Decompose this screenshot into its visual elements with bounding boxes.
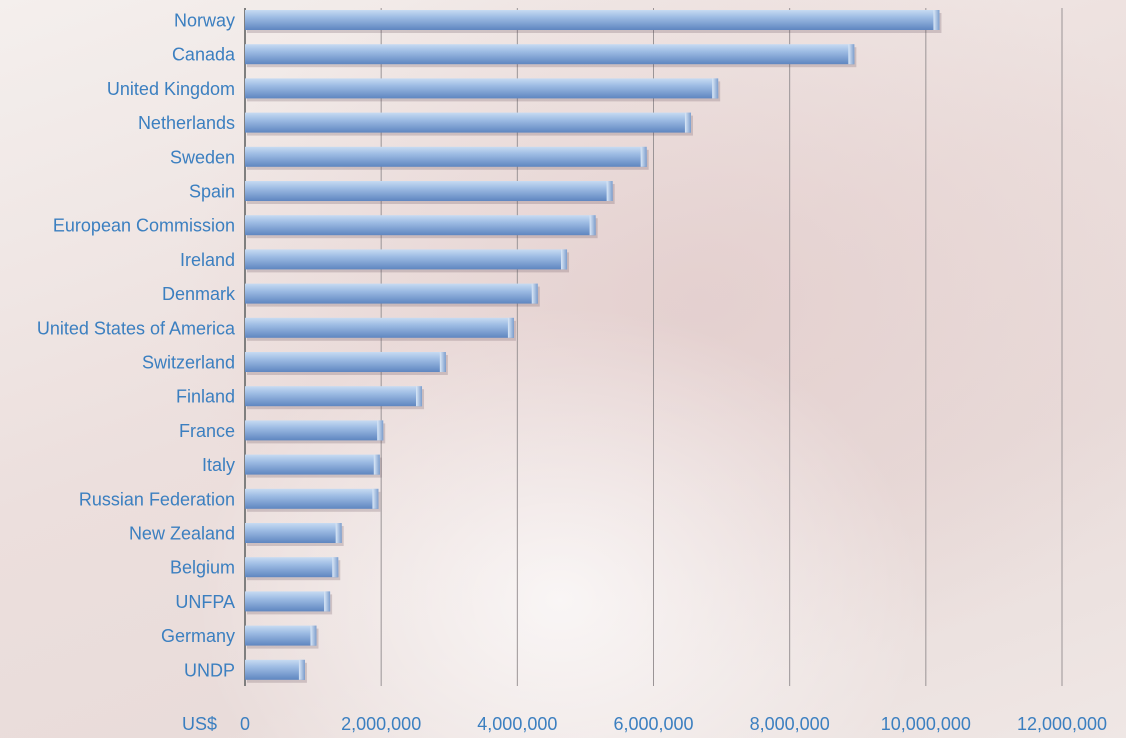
- bar-rect: [245, 112, 691, 133]
- bar-rect: [245, 181, 613, 201]
- bar-rect: [245, 215, 596, 236]
- bar-rect: [245, 420, 384, 441]
- category-label: Russian Federation: [79, 489, 235, 509]
- bars: [245, 10, 942, 683]
- category-label: Canada: [172, 45, 236, 65]
- x-tick-label: 8,000,000: [750, 714, 830, 734]
- bar-end-cap: [332, 557, 339, 578]
- bar-sweden: [245, 146, 649, 170]
- category-label: United Kingdom: [107, 79, 235, 99]
- category-label: European Commission: [53, 216, 235, 236]
- category-label: Germany: [161, 626, 235, 646]
- bar-end-cap: [310, 625, 317, 646]
- category-label: Netherlands: [138, 113, 235, 133]
- bar-russian-federation: [245, 488, 381, 512]
- bar-rect: [245, 317, 514, 338]
- bar-rect: [245, 523, 342, 543]
- x-tick-label: 12,000,000: [1017, 714, 1107, 734]
- bar-switzerland: [245, 352, 448, 375]
- category-label: Ireland: [180, 250, 235, 270]
- bar-rect: [245, 386, 423, 407]
- x-tick-label: 6,000,000: [613, 714, 693, 734]
- category-label: France: [179, 421, 235, 441]
- bar-netherlands: [245, 112, 693, 136]
- x-tick-label: 4,000,000: [477, 714, 557, 734]
- bar-italy: [245, 454, 382, 478]
- bar-rect: [245, 78, 719, 99]
- bar-norway: [245, 10, 942, 33]
- bar-rect: [245, 625, 317, 646]
- category-label: UNDP: [184, 660, 235, 680]
- bar-end-cap: [531, 283, 538, 304]
- bar-end-cap: [324, 591, 331, 612]
- category-label: Sweden: [170, 147, 235, 167]
- bar-canada: [245, 44, 857, 68]
- bar-rect: [245, 659, 305, 680]
- bar-france: [245, 420, 386, 444]
- bar-end-cap: [640, 146, 647, 167]
- bar-new-zealand: [245, 523, 344, 546]
- bar-end-cap: [712, 78, 719, 99]
- bar-end-cap: [372, 488, 379, 509]
- bar-ireland: [245, 249, 570, 273]
- bar-end-cap: [439, 352, 446, 372]
- category-label: UNFPA: [175, 592, 235, 612]
- bar-united-kingdom: [245, 78, 721, 102]
- bar-end-cap: [848, 44, 855, 65]
- bar-rect: [245, 10, 940, 30]
- bar-end-cap: [335, 523, 342, 543]
- category-labels: Norway Canada United Kingdom Netherlands Swe…: [37, 11, 236, 681]
- bar-end-cap: [933, 10, 940, 30]
- bar-undp: [245, 659, 307, 683]
- bar-rect: [245, 488, 379, 509]
- category-label: Spain: [189, 182, 235, 202]
- bar-rect: [245, 454, 380, 475]
- x-axis-unit-label: US$: [182, 714, 217, 734]
- bar-end-cap: [507, 317, 514, 338]
- bar-rect: [245, 44, 855, 65]
- bar-rect: [245, 146, 647, 167]
- bar-denmark: [245, 283, 540, 307]
- bar-rect: [245, 283, 538, 304]
- bar-rect: [245, 591, 331, 612]
- bar-rect: [245, 249, 568, 270]
- category-label: Italy: [202, 455, 235, 475]
- x-tick-label: 2,000,000: [341, 714, 421, 734]
- bar-belgium: [245, 557, 341, 581]
- bar-end-cap: [298, 659, 305, 680]
- bar-unfpa: [245, 591, 333, 615]
- bar-finland: [245, 386, 425, 410]
- gridlines: [244, 8, 1063, 686]
- bar-end-cap: [561, 249, 568, 270]
- bar-european-commission: [245, 215, 598, 239]
- bar-germany: [245, 625, 319, 649]
- x-tick-label: 0: [240, 714, 250, 734]
- category-label: Norway: [174, 11, 235, 31]
- bar-spain: [245, 181, 615, 204]
- x-axis-tick-labels: 0 2,000,000 4,000,000 6,000,000 8,000,000 10,…: [240, 714, 1107, 734]
- bar-end-cap: [589, 215, 596, 236]
- category-label: Belgium: [170, 558, 235, 578]
- x-tick-label: 10,000,000: [881, 714, 971, 734]
- category-label: Denmark: [162, 284, 236, 304]
- bar-end-cap: [684, 112, 691, 133]
- category-label: Finland: [176, 387, 235, 407]
- bar-united-states-of-america: [245, 317, 516, 341]
- bar-end-cap: [377, 420, 384, 441]
- bar-rect: [245, 352, 446, 372]
- category-label: Switzerland: [142, 353, 235, 373]
- category-label: United States of America: [37, 318, 236, 338]
- category-label: New Zealand: [129, 524, 235, 544]
- bar-end-cap: [373, 454, 380, 475]
- bar-end-cap: [416, 386, 423, 407]
- bar-end-cap: [606, 181, 613, 201]
- bar-rect: [245, 557, 339, 578]
